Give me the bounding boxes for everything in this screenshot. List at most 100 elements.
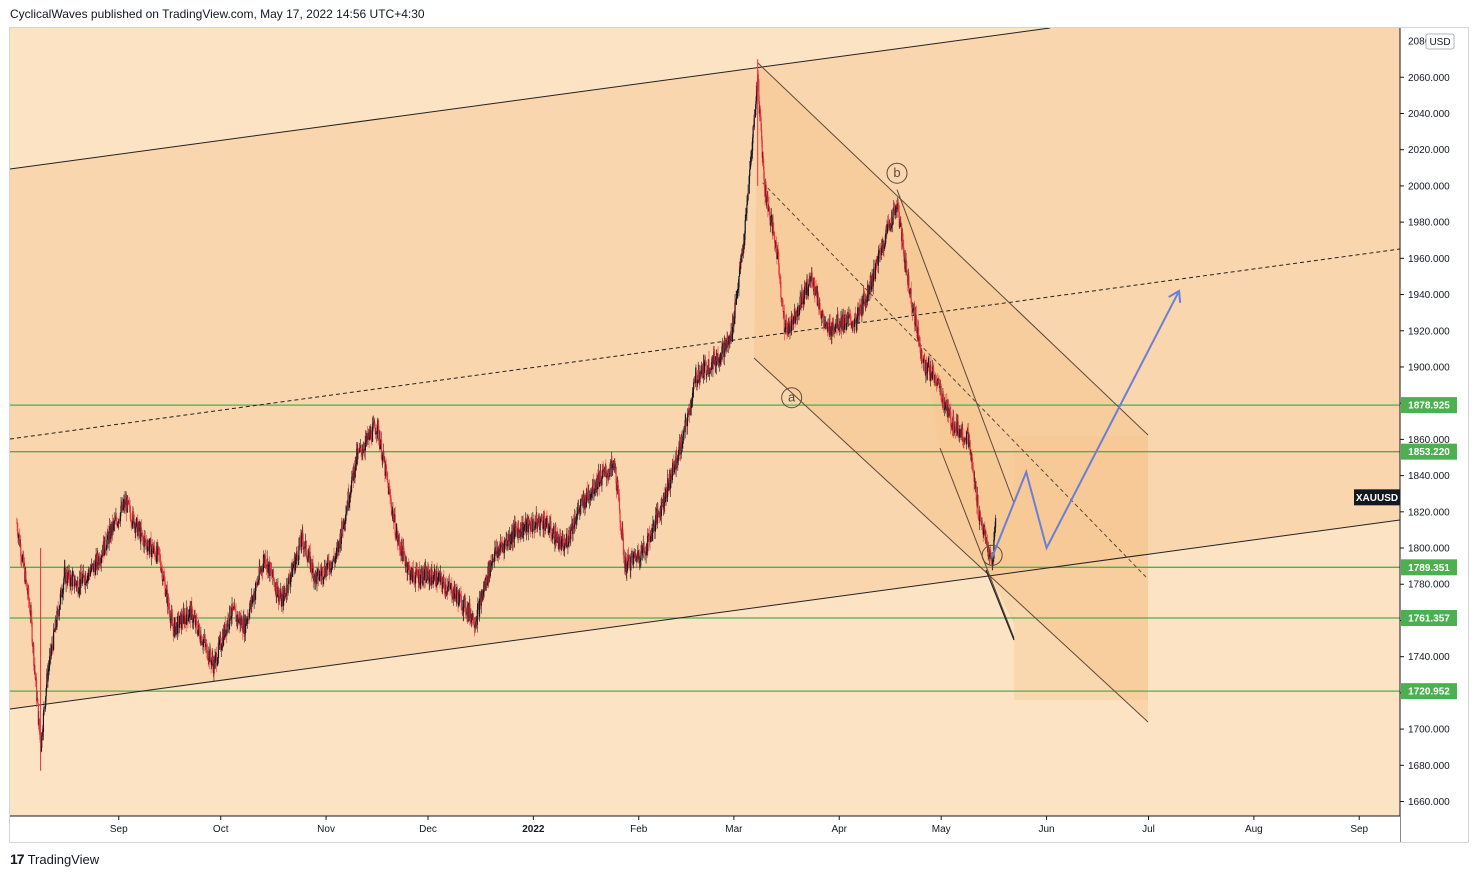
candle-body-1554 xyxy=(896,206,898,213)
candle-body-223 xyxy=(142,537,144,539)
candle-body-297 xyxy=(184,615,186,624)
candle-body-361 xyxy=(220,649,222,651)
candle-body-1295 xyxy=(749,165,751,170)
candle-body-57 xyxy=(48,666,50,669)
candle-body-700 xyxy=(412,568,414,576)
candle-body-1293 xyxy=(748,176,750,194)
candle-body-123 xyxy=(85,581,88,584)
candle-body-755 xyxy=(443,581,446,590)
candle-body-358 xyxy=(218,639,221,645)
candle-body-1588 xyxy=(915,314,917,326)
candle-body-533 xyxy=(318,568,320,580)
candle-body-32 xyxy=(34,665,36,673)
candle-body-1143 xyxy=(663,492,665,506)
candle-body-487 xyxy=(292,568,294,577)
candle-body-809 xyxy=(474,624,476,628)
candle-body-33 xyxy=(34,672,37,680)
candle-body-591 xyxy=(350,480,353,492)
candle-body-1138 xyxy=(660,498,662,517)
x-tick-label-8: May xyxy=(932,824,951,835)
candle-body-987 xyxy=(575,521,577,524)
candle-body-1132 xyxy=(657,509,659,515)
candle-body-82 xyxy=(62,584,64,594)
candle-body-1299 xyxy=(751,137,754,151)
candle-body-548 xyxy=(326,563,328,571)
candle-body-1223 xyxy=(708,373,711,375)
candle-body-1275 xyxy=(738,276,740,288)
candle-body-1689 xyxy=(972,469,975,471)
candle-body-965 xyxy=(562,538,564,551)
candle-body-316 xyxy=(195,616,197,626)
level-badge-0 xyxy=(1401,397,1457,414)
candle-body-1376 xyxy=(795,315,797,317)
candle-body-132 xyxy=(90,564,93,571)
candle-body-944 xyxy=(550,534,553,537)
candle-body-332 xyxy=(204,637,206,643)
candle-body-1382 xyxy=(798,309,801,314)
candle-body-626 xyxy=(370,430,372,441)
candle-body-938 xyxy=(547,526,549,534)
candle-body-149 xyxy=(100,557,102,564)
candle-body-562 xyxy=(334,558,336,563)
candle-body-1560 xyxy=(899,221,902,227)
candle-body-1386 xyxy=(801,291,803,305)
candle-body-163 xyxy=(108,531,110,544)
candle-body-1445 xyxy=(834,326,836,332)
candle-body-927 xyxy=(541,515,543,522)
candle-body-377 xyxy=(229,606,231,619)
candle-body-422 xyxy=(255,582,257,592)
candle-body-1033 xyxy=(601,478,603,486)
candle-body-408 xyxy=(247,615,249,621)
candle-body-462 xyxy=(277,586,280,602)
candle-body-244 xyxy=(154,550,156,558)
candle-body-724 xyxy=(426,570,428,579)
candle-body-113 xyxy=(80,572,82,588)
candle-body-1586 xyxy=(914,323,916,325)
candle-body-1174 xyxy=(681,436,683,448)
candle-body-1451 xyxy=(838,329,840,330)
candle-body-276 xyxy=(172,626,174,631)
candle-body-1649 xyxy=(950,411,952,427)
candle-body-231 xyxy=(147,546,149,552)
candle-body-1262 xyxy=(731,330,733,338)
candle-body-1154 xyxy=(669,483,672,489)
candle-body-1685 xyxy=(970,451,972,462)
candle-body-1066 xyxy=(620,522,622,528)
candle-body-790 xyxy=(463,596,465,600)
y-tick-label-14: 1940.000 xyxy=(1408,290,1450,301)
candle-body-435 xyxy=(262,563,264,572)
candle-body-430 xyxy=(259,570,261,573)
chart-panel[interactable]: bac1660.0001680.0001700.0001720.0001740.… xyxy=(9,27,1469,843)
candle-body-1331 xyxy=(770,223,772,225)
candle-body-21 xyxy=(28,588,30,601)
candle-body-1537 xyxy=(886,227,888,233)
candle-body-976 xyxy=(569,529,571,538)
candle-body-360 xyxy=(220,637,222,650)
candle-body-830 xyxy=(486,576,488,585)
candle-body-1202 xyxy=(697,380,699,383)
candle-body-766 xyxy=(450,585,452,590)
candle-body-404 xyxy=(245,619,247,633)
candle-body-887 xyxy=(518,528,520,533)
candle-body-1539 xyxy=(887,221,890,224)
candle-body-1433 xyxy=(827,323,830,327)
candle-body-477 xyxy=(286,585,288,593)
candle-body-174 xyxy=(114,519,116,521)
candle-body-520 xyxy=(310,559,312,569)
candle-body-848 xyxy=(496,551,498,555)
candle-body-1538 xyxy=(887,221,889,228)
candle-body-1727 xyxy=(994,527,996,533)
candle-body-996 xyxy=(580,499,582,506)
candle-body-493 xyxy=(295,556,297,561)
candle-body-1019 xyxy=(593,493,595,495)
x-tick-label-0: Sep xyxy=(110,824,128,835)
candle-body-1086 xyxy=(631,554,633,558)
candle-body-1093 xyxy=(635,554,637,559)
candle-body-1153 xyxy=(669,473,671,489)
candle-body-69 xyxy=(55,619,57,627)
candle-body-472 xyxy=(283,590,285,595)
candle-body-1330 xyxy=(769,211,771,225)
price-chart[interactable]: bac1660.0001680.0001700.0001720.0001740.… xyxy=(10,28,1468,842)
candle-body-712 xyxy=(419,582,421,585)
candle-body-1034 xyxy=(601,469,604,479)
